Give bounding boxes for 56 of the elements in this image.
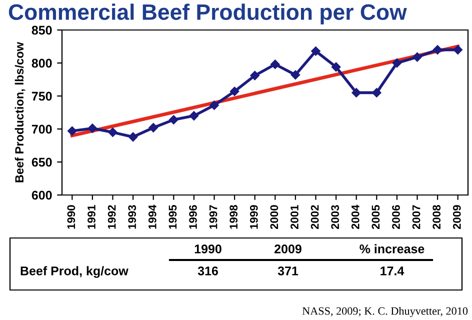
- x-tick-label: 1990: [67, 205, 76, 229]
- point: [290, 70, 300, 80]
- point: [68, 126, 77, 136]
- x-tick-label: 1996: [189, 205, 197, 229]
- point: [453, 45, 462, 54]
- point: [169, 115, 178, 124]
- point: [189, 111, 199, 120]
- x-tick-label: 1994: [148, 204, 156, 229]
- point: [392, 58, 402, 68]
- x-tick-label: 2009: [452, 205, 461, 230]
- text: Beef Prod, kg/cow: [20, 266, 128, 278]
- x-tick-label: 2006: [392, 205, 400, 230]
- text: % increase: [360, 244, 424, 254]
- point: [331, 62, 341, 72]
- y-axis-title: Beef Production, lbs/cow: [14, 42, 26, 182]
- point: [108, 128, 118, 137]
- point: [128, 132, 138, 142]
- chart-title: Commercial Beef Production per Cow: [8, 4, 407, 24]
- text: NASS, 2009; K. C. Dhuyvetter, 2010: [302, 306, 468, 318]
- point: [352, 88, 361, 98]
- x-tick-label: 2005: [372, 205, 380, 230]
- point: [210, 100, 219, 110]
- text: 1990: [194, 244, 222, 254]
- point: [148, 123, 158, 132]
- point: [250, 70, 260, 80]
- x-tick-label: 1998: [230, 205, 238, 229]
- y-tick-label: 850: [32, 26, 52, 35]
- y-tick-label: 700: [32, 124, 52, 134]
- point: [372, 88, 382, 98]
- x-tick-label: 2007: [412, 205, 420, 230]
- text: 371: [278, 266, 298, 276]
- x-tick-label: 2004: [351, 204, 360, 230]
- y-tick-label: 650: [32, 158, 52, 167]
- x-tick-label: 2003: [331, 205, 340, 230]
- point: [432, 45, 442, 54]
- x-tick-label: 2008: [432, 205, 441, 230]
- y-tick-label: 600: [32, 190, 52, 200]
- point: [311, 46, 320, 56]
- x-tick-label: 2002: [310, 205, 319, 230]
- y-tick-label: 750: [32, 92, 52, 101]
- x-tick-label: 2001: [290, 205, 298, 230]
- point: [412, 52, 422, 62]
- y-tick-label: 800: [32, 58, 52, 68]
- point: [88, 124, 98, 133]
- text: 2009: [274, 244, 302, 254]
- x-tick-label: 1999: [250, 205, 258, 229]
- text: 316: [198, 266, 218, 276]
- x-tick-label: 1993: [128, 205, 136, 229]
- x-tick-label: 2000: [270, 205, 278, 230]
- x-tick-label: 1991: [88, 205, 96, 229]
- text: 17.4: [380, 266, 404, 276]
- x-tick-label: 1995: [168, 205, 177, 229]
- point: [270, 60, 280, 69]
- point: [230, 86, 240, 96]
- x-tick-label: 1992: [108, 205, 116, 229]
- x-tick-label: 1997: [209, 205, 218, 229]
